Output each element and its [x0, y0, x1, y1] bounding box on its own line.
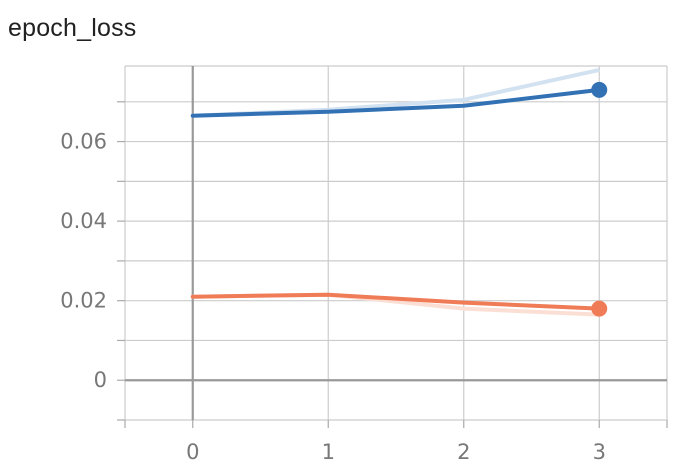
smoothed-lines — [190, 87, 602, 311]
raw-lines — [192, 68, 600, 317]
x-tick-labels: 0 1 2 3 — [186, 440, 606, 464]
y-tick-label: 0.04 — [60, 209, 107, 233]
y-tick-labels: 0 0.02 0.04 0.06 — [60, 130, 107, 393]
y-tick-label: 0 — [94, 368, 107, 392]
smoothed-line-1 — [190, 292, 602, 311]
x-tick-label: 0 — [186, 440, 199, 464]
x-tick-label: 2 — [457, 440, 470, 464]
end-points — [591, 81, 608, 317]
smoothed-line-0 — [190, 87, 602, 118]
end-point-1 — [591, 300, 608, 317]
axes — [117, 66, 668, 428]
y-tick-label: 0.06 — [60, 130, 107, 154]
grid — [124, 65, 668, 421]
end-point-0 — [591, 81, 608, 98]
y-tick-label: 0.02 — [60, 289, 107, 313]
x-tick-label: 1 — [322, 440, 335, 464]
chart-title: epoch_loss — [8, 14, 137, 42]
x-tick-label: 3 — [593, 440, 606, 464]
